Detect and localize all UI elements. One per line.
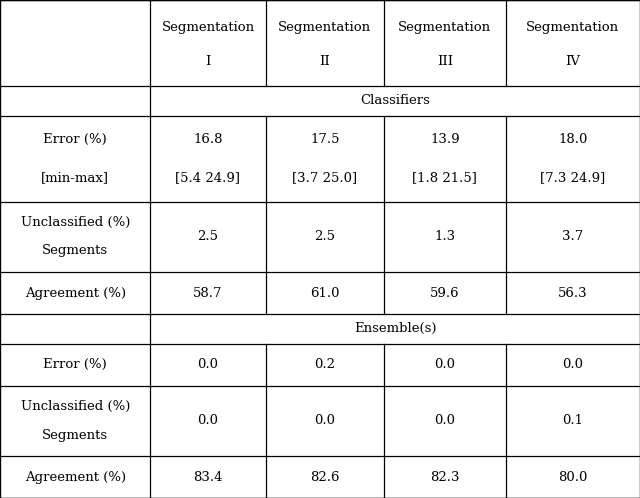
Text: Unclassified (%): Unclassified (%) [20,400,130,413]
Text: 82.3: 82.3 [430,471,460,484]
Text: [min-max]: [min-max] [41,171,109,184]
Text: Unclassified (%): Unclassified (%) [20,216,130,229]
Text: Agreement (%): Agreement (%) [24,471,126,484]
Text: Error (%): Error (%) [44,359,107,372]
Text: [7.3 24.9]: [7.3 24.9] [540,171,605,184]
Text: 1.3: 1.3 [434,231,456,244]
Text: 0.0: 0.0 [435,359,455,372]
Text: 80.0: 80.0 [558,471,588,484]
Text: Ensemble(s): Ensemble(s) [354,322,436,336]
Text: 61.0: 61.0 [310,286,340,299]
Text: 2.5: 2.5 [314,231,335,244]
Text: [3.7 25.0]: [3.7 25.0] [292,171,357,184]
Text: 83.4: 83.4 [193,471,223,484]
Text: 56.3: 56.3 [558,286,588,299]
Text: [5.4 24.9]: [5.4 24.9] [175,171,241,184]
Text: Segments: Segments [42,245,108,257]
Text: Segmentation: Segmentation [278,21,371,34]
Text: 0.0: 0.0 [435,414,455,427]
Text: 58.7: 58.7 [193,286,223,299]
Text: Segmentation: Segmentation [161,21,255,34]
Text: IV: IV [565,55,580,68]
Text: 17.5: 17.5 [310,133,340,146]
Text: I: I [205,55,211,68]
Text: 0.0: 0.0 [563,359,583,372]
Text: 16.8: 16.8 [193,133,223,146]
Text: Agreement (%): Agreement (%) [24,286,126,299]
Text: Error (%): Error (%) [44,133,107,146]
Text: Segments: Segments [42,429,108,442]
Text: Segmentation: Segmentation [526,21,620,34]
Text: 18.0: 18.0 [558,133,588,146]
Text: 59.6: 59.6 [430,286,460,299]
Text: [1.8 21.5]: [1.8 21.5] [412,171,477,184]
Text: 82.6: 82.6 [310,471,340,484]
Text: 0.1: 0.1 [563,414,583,427]
Text: 0.0: 0.0 [314,414,335,427]
Text: 0.2: 0.2 [314,359,335,372]
Text: 13.9: 13.9 [430,133,460,146]
Text: 0.0: 0.0 [198,414,218,427]
Text: Classifiers: Classifiers [360,94,430,107]
Text: II: II [319,55,330,68]
Text: 2.5: 2.5 [198,231,218,244]
Text: 0.0: 0.0 [198,359,218,372]
Text: III: III [436,55,453,68]
Text: 3.7: 3.7 [562,231,584,244]
Text: Segmentation: Segmentation [398,21,492,34]
